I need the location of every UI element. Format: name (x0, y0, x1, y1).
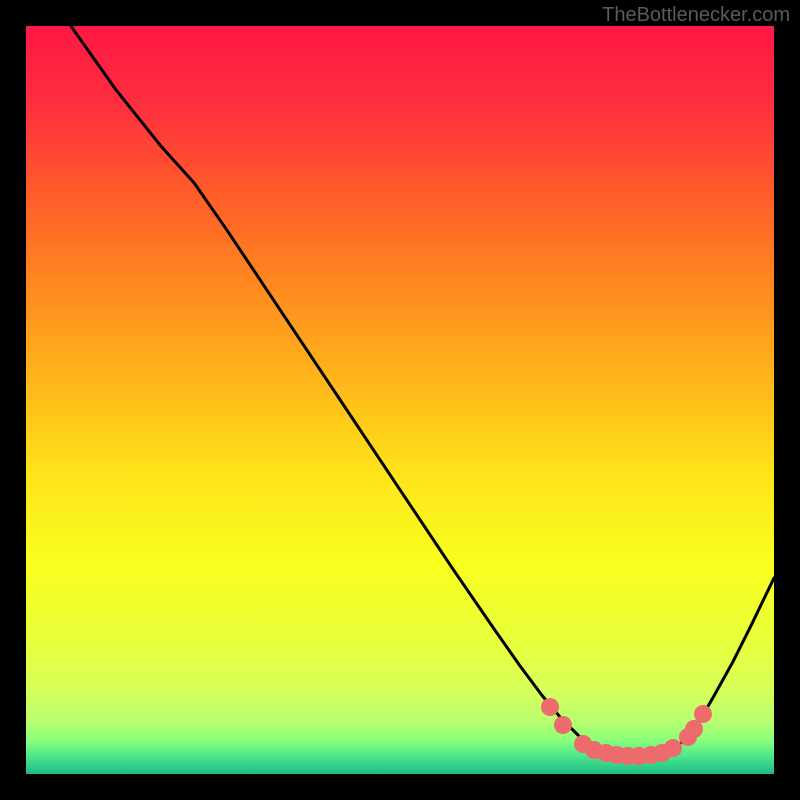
watermark-text: TheBottlenecker.com (602, 4, 790, 27)
gradient-plot-area (26, 26, 774, 774)
curve-marker (664, 739, 682, 757)
curve-marker (541, 698, 559, 716)
curve-marker (554, 716, 572, 734)
curve-marker (694, 705, 712, 723)
